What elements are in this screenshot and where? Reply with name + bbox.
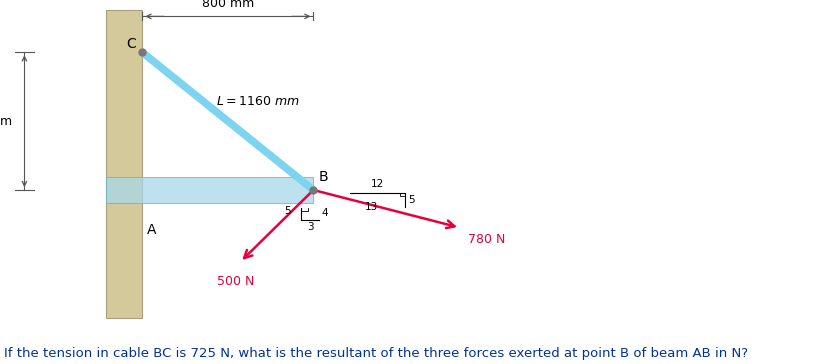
Text: 780 N: 780 N bbox=[468, 233, 505, 246]
Text: 5: 5 bbox=[409, 195, 415, 205]
Text: $L = 1160$ mm: $L = 1160$ mm bbox=[216, 95, 300, 108]
Text: 5: 5 bbox=[284, 206, 291, 216]
Text: If the tension in cable BC is 725 N, what is the resultant of the three forces e: If the tension in cable BC is 725 N, wha… bbox=[4, 347, 748, 360]
Text: A: A bbox=[147, 223, 156, 237]
Text: 4: 4 bbox=[322, 208, 328, 218]
Text: 12: 12 bbox=[371, 179, 384, 189]
Text: B: B bbox=[318, 170, 328, 184]
Text: 13: 13 bbox=[365, 202, 378, 212]
Bar bbox=[106, 177, 313, 203]
Text: 500 N: 500 N bbox=[217, 275, 255, 288]
Bar bbox=[106, 10, 142, 318]
Text: 800 mm: 800 mm bbox=[202, 0, 254, 11]
Text: 3: 3 bbox=[307, 222, 313, 232]
Text: 840 mm: 840 mm bbox=[0, 115, 12, 128]
Text: C: C bbox=[126, 37, 136, 51]
